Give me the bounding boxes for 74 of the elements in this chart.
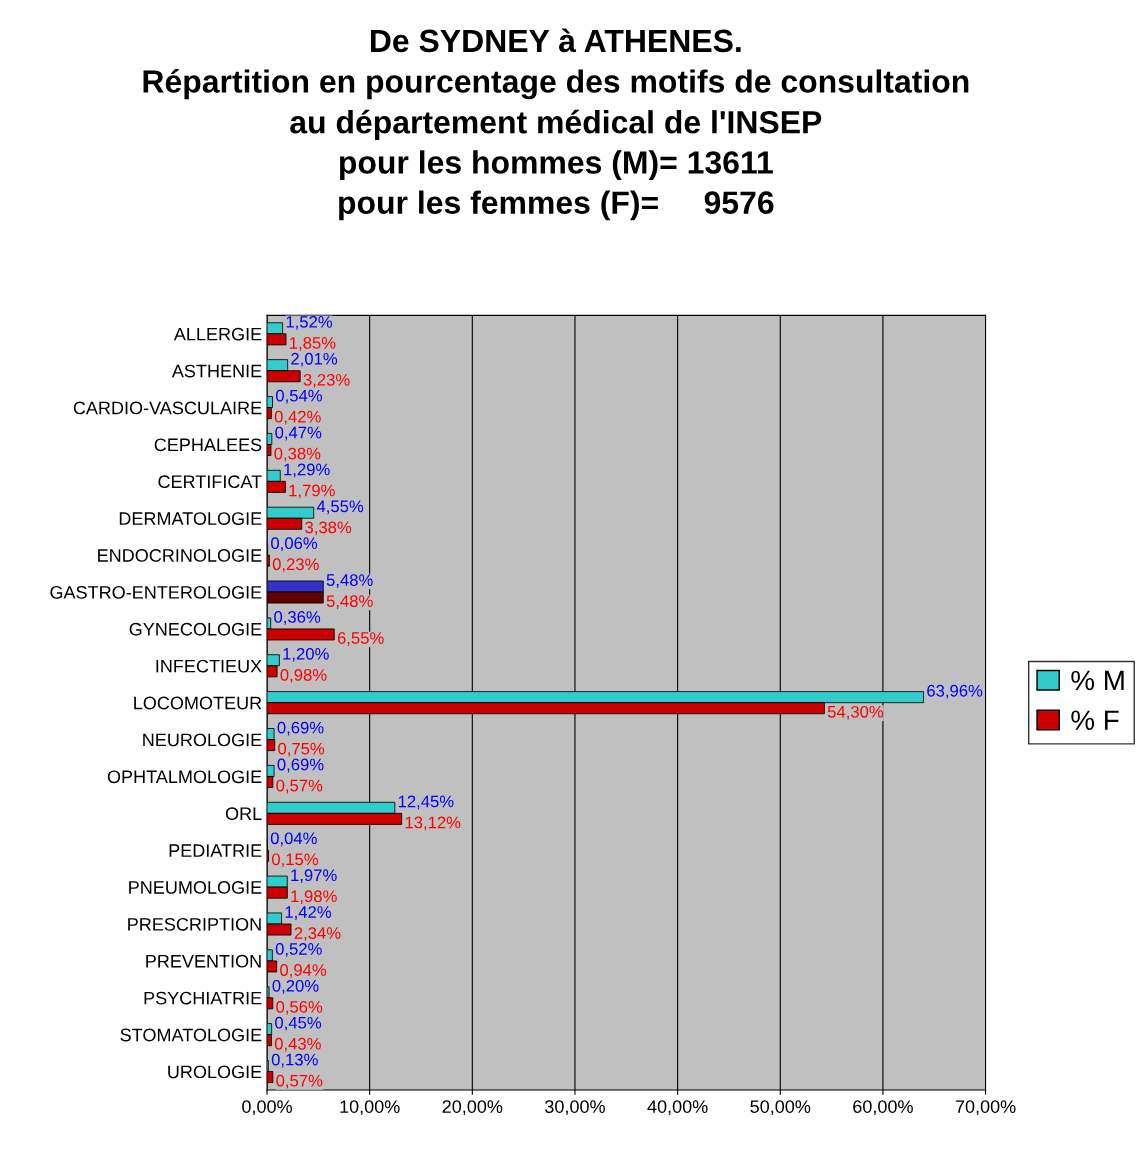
data-label: 0,45% <box>275 1016 322 1031</box>
y-tick-label: PREVENTION <box>146 954 261 968</box>
y-tick-label: ENDOCRINOLOGIE <box>98 549 262 562</box>
y-tick-label: GASTRO-ENTEROLOGIE <box>50 585 262 599</box>
y-tick-label: PEDIATRIE <box>169 844 262 857</box>
data-label: 6,55% <box>337 632 384 646</box>
data-label: 0,98% <box>280 668 327 683</box>
data-label: 1,85% <box>290 337 336 351</box>
data-label: 63,96% <box>927 684 983 699</box>
data-label: 0,06% <box>271 537 318 552</box>
data-label: 1,52% <box>286 315 333 330</box>
data-label: 0,56% <box>276 1000 323 1015</box>
data-label: 13,12% <box>405 816 461 831</box>
data-label: 0,54% <box>275 389 322 404</box>
x-tick-label: 20,00% <box>442 1100 503 1116</box>
y-tick-label: CEPHALEES <box>154 438 262 452</box>
y-tick-label: ALLERGIE <box>173 327 262 341</box>
legend-label: % M <box>1071 670 1124 691</box>
data-label: 0,57% <box>276 1074 323 1089</box>
data-label: 54,30% <box>827 705 884 720</box>
y-tick-label: DERMATOLOGIE <box>119 512 262 525</box>
data-label: 0,52% <box>275 943 322 957</box>
x-tick-label: 0,00% <box>242 1100 292 1116</box>
y-tick-label: INFECTIEUX <box>156 659 262 673</box>
data-label: 2,34% <box>294 927 341 941</box>
y-tick-label: CARDIO-VASCULAIRE <box>73 401 262 415</box>
y-tick-label: ORL <box>225 807 262 821</box>
data-label: 12,45% <box>398 795 454 810</box>
data-label: 0,13% <box>271 1053 318 1068</box>
data-label: 0,43% <box>274 1037 321 1052</box>
x-tick-label: 30,00% <box>545 1100 605 1116</box>
x-tick-label: 60,00% <box>853 1100 913 1116</box>
data-label: 1,20% <box>283 647 329 662</box>
y-tick-label: UROLOGIE <box>168 1065 262 1079</box>
data-label: 1,97% <box>291 869 337 884</box>
data-label: 0,69% <box>277 758 324 773</box>
data-label: 5,48% <box>326 574 373 588</box>
y-tick-label: PSYCHIATRIE <box>144 991 262 1005</box>
y-tick-label: PNEUMOLOGIE <box>129 881 262 894</box>
legend-label: % F <box>1071 710 1119 730</box>
data-label: 0,36% <box>274 611 321 625</box>
data-label: 0,38% <box>274 447 321 462</box>
data-label: 0,75% <box>278 742 325 757</box>
data-label: 1,42% <box>285 906 332 920</box>
data-label: 0,04% <box>270 832 317 847</box>
x-tick-label: 70,00% <box>955 1100 1016 1116</box>
data-label: 0,15% <box>271 853 318 868</box>
data-label: 0,23% <box>272 558 319 573</box>
data-label: 1,79% <box>289 484 335 499</box>
y-tick-label: STOMATOLOGIE <box>120 1028 262 1042</box>
chart-title: De SYDNEY à ATHENES. Répartition en pourcentage des motifs de consultation au département médical de l'INSEP pour les hommes (M)= 13611 pour les femmes (F)= 9576 <box>143 28 969 221</box>
data-label: 1,29% <box>284 463 330 478</box>
data-label: 0,69% <box>277 721 324 736</box>
x-tick-label: 50,00% <box>750 1100 811 1116</box>
data-label: 3,38% <box>305 521 352 536</box>
x-tick-label: 10,00% <box>340 1100 400 1116</box>
y-tick-label: ASTHENIE <box>171 364 262 378</box>
data-label: 4,55% <box>316 500 364 515</box>
y-tick-label: PRESCRIPTION <box>128 917 261 931</box>
data-label: 0,94% <box>280 964 327 978</box>
data-label: 2,01% <box>291 352 338 367</box>
data-label: 3,23% <box>303 373 350 388</box>
y-tick-label: GYNECOLOGIE <box>129 622 262 636</box>
data-label: 0,57% <box>276 779 323 794</box>
data-label: 5,48% <box>326 595 373 609</box>
x-tick-label: 40,00% <box>647 1100 708 1116</box>
y-tick-label: CERTIFICAT <box>158 475 262 489</box>
y-tick-label: NEUROLOGIE <box>143 733 262 747</box>
data-label: 0,47% <box>275 426 322 441</box>
data-label: 0,42% <box>274 410 321 425</box>
data-label: 1,98% <box>291 890 337 905</box>
y-tick-label: OPHTALMOLOGIE <box>107 770 262 784</box>
data-label: 0,20% <box>272 979 319 994</box>
y-tick-label: LOCOMOTEUR <box>134 696 262 710</box>
